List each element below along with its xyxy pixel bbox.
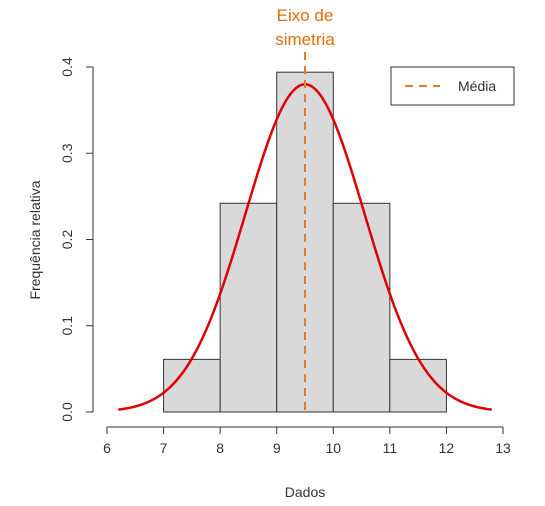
x-tick-label-6: 6 [103, 440, 111, 456]
x-tick-label-8: 8 [216, 440, 224, 456]
y-tick-label-0.3: 0.3 [59, 143, 75, 163]
y-tick-label-0.1: 0.1 [59, 316, 75, 336]
y-tick-label-0.4: 0.4 [59, 57, 75, 77]
x-tick-label-13: 13 [495, 440, 511, 456]
x-tick-label-10: 10 [325, 440, 341, 456]
x-tick-label-7: 7 [160, 440, 168, 456]
y-axis: 0.0 0.1 0.2 0.3 0.4 [59, 57, 94, 422]
legend-mean-label: Média [458, 78, 496, 94]
histogram-bar-2 [219, 202, 278, 413]
bars-group [163, 71, 447, 413]
x-axis: 6 7 8 9 10 11 12 13 [103, 426, 511, 456]
x-tick-label-12: 12 [439, 440, 455, 456]
histogram-bar-4 [332, 202, 391, 413]
x-tick-label-11: 11 [383, 440, 398, 456]
y-tick-label-0.2: 0.2 [59, 230, 75, 250]
x-tick-label-9: 9 [273, 440, 281, 456]
y-axis-label: Frequência relativa [27, 180, 43, 299]
x-axis-label: Dados [285, 484, 325, 500]
legend: Média [390, 66, 515, 106]
y-tick-label-0.0: 0.0 [59, 402, 75, 422]
annotation-line1: Eixo de [276, 6, 334, 25]
annotation-line2: simetria [275, 30, 335, 49]
